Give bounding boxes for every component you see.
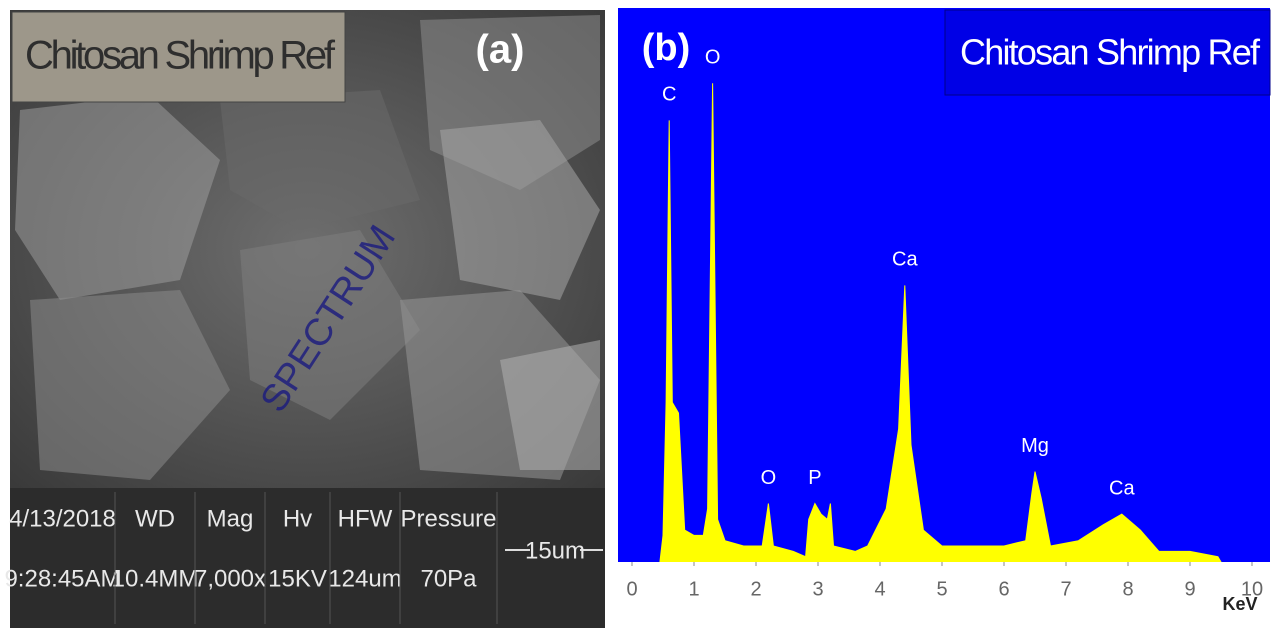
- info-text: Mag: [207, 505, 254, 532]
- info-text: Hv: [283, 505, 312, 532]
- peak-label: C: [662, 84, 676, 106]
- figure: Chitosan Shrimp Ref (a) SPECTRUM 4/13/20…: [0, 0, 1280, 630]
- x-tick-label: 0: [626, 578, 637, 600]
- info-text: 4/13/2018: [9, 505, 116, 532]
- panel-a: Chitosan Shrimp Ref (a) SPECTRUM 4/13/20…: [4, 10, 605, 628]
- peak-label: P: [808, 467, 821, 489]
- panel-label: (a): [476, 28, 525, 72]
- peak-label: O: [705, 46, 721, 68]
- x-tick-label: 6: [998, 578, 1009, 600]
- x-axis-label: KeV: [1222, 594, 1257, 614]
- info-text: 124um: [328, 565, 401, 592]
- x-tick-label: 9: [1184, 578, 1195, 600]
- chart-title: Chitosan Shrimp Ref: [960, 32, 1261, 73]
- x-tick-label: 3: [812, 578, 823, 600]
- scale-bar-label: 15um: [525, 537, 585, 564]
- peak-label: O: [761, 467, 777, 489]
- info-text: Pressure: [400, 505, 496, 532]
- info-text: 70Pa: [420, 565, 477, 592]
- info-text: 9:28:45AM: [4, 565, 120, 592]
- x-tick-label: 7: [1060, 578, 1071, 600]
- x-tick-label: 8: [1122, 578, 1133, 600]
- panel-label: (b): [642, 27, 691, 69]
- panel-title: Chitosan Shrimp Ref: [25, 34, 336, 78]
- x-tick-label: 2: [750, 578, 761, 600]
- x-tick-label: 1: [688, 578, 699, 600]
- peak-label: Ca: [1109, 477, 1135, 499]
- peak-label: Mg: [1021, 435, 1049, 457]
- x-tick-label: 4: [874, 578, 885, 600]
- info-text: 15KV: [268, 565, 327, 592]
- info-text: 7,000x: [194, 565, 266, 592]
- info-text: HFW: [338, 505, 393, 532]
- peak-label: Ca: [892, 249, 918, 271]
- info-text: 10.4MM: [112, 565, 199, 592]
- info-text: WD: [135, 505, 175, 532]
- x-tick-label: 5: [936, 578, 947, 600]
